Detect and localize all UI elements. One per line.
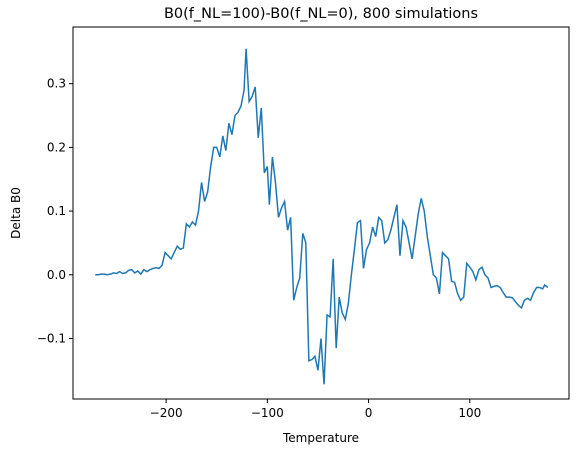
x-tick-label: 100 <box>458 406 481 420</box>
chart-title: B0(f_NL=100)-B0(f_NL=0), 800 simulations <box>164 6 478 22</box>
y-tick-label: 0.1 <box>47 204 66 218</box>
x-tick-label: 0 <box>365 406 373 420</box>
y-tick-label: 0.3 <box>47 77 66 91</box>
x-tick-label: −100 <box>251 406 284 420</box>
x-axis-label: Temperature <box>282 431 359 445</box>
x-tick-label: −200 <box>150 406 183 420</box>
y-tick-label: 0.2 <box>47 140 66 154</box>
y-tick-label: 0.0 <box>47 268 66 282</box>
data-line <box>95 48 549 385</box>
y-tick-label: −0.1 <box>37 331 66 345</box>
axes-frame <box>72 26 570 400</box>
y-axis-label: Delta B0 <box>9 187 23 239</box>
